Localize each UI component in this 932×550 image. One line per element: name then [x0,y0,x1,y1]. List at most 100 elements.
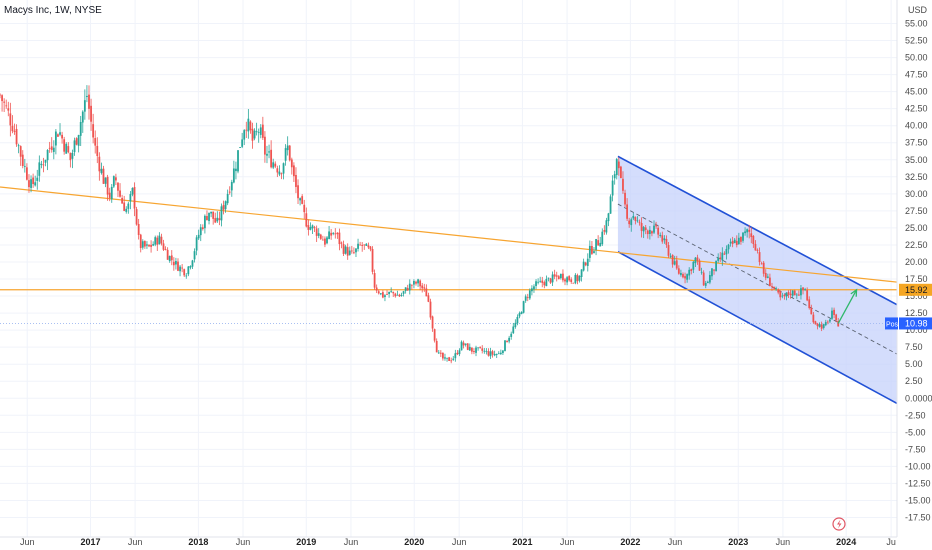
candle-body [330,232,333,236]
candle-body [392,291,395,294]
projection-arrow[interactable] [837,288,858,324]
candle-body [800,288,802,296]
candle-body [785,292,788,297]
candle-body [228,191,231,193]
candle-body [744,231,746,234]
candle-body [98,156,101,172]
candle-body [400,294,403,296]
candle-body [499,352,502,354]
y-tick-label: 25.00 [905,223,928,233]
candle-body [32,177,35,185]
candle-body [69,152,72,161]
candle-body [334,233,337,235]
candle-body [603,230,606,232]
candle-body [545,278,548,287]
candle-body [530,288,533,292]
y-tick-label: 32.50 [905,172,928,182]
candle-body [764,272,767,278]
candle-body [669,256,672,257]
y-tick-label: -15.00 [905,495,931,505]
candle-body [717,257,720,261]
candle-body [38,162,41,176]
candle-body [288,145,291,161]
candle-body [129,194,132,202]
candle-body [723,253,726,255]
last-price-prefix: Post [886,321,900,328]
candle-body [487,351,490,356]
candle-body [187,266,190,275]
candle-body [220,206,223,221]
candle-body [284,148,287,161]
candle-body [495,354,498,355]
candle-body [576,275,579,282]
candle-body [131,187,134,195]
candle-body [239,147,241,148]
candle-body [170,255,173,261]
candle-body [286,145,289,151]
candle-body [692,261,695,270]
candle-body [458,350,461,355]
candle-body [617,161,620,169]
candle-body [533,286,535,290]
candle-body [640,222,643,231]
x-tick-label: Jun [20,537,35,547]
candle-body [77,135,80,146]
candle-body [371,249,374,272]
candle-body [769,277,771,287]
candle-body [150,244,152,247]
candle-body [340,242,343,244]
candle-body [789,293,792,296]
candle-body [19,146,22,157]
candle-body [740,236,742,242]
time-axis[interactable]: Jun 2017 Jun 2018 Jun 2019 Jun 2020 Jun 2021 Jun 20… [20,537,896,547]
candle-body [671,254,674,265]
x-tick-label: Jun [668,537,683,547]
candle-body [793,290,796,296]
candle-body [539,280,542,282]
candle-body [433,329,436,341]
candle-body [762,262,765,274]
candle-body [7,108,10,111]
candle-body [71,152,74,159]
candle-body [266,153,268,156]
candle-body [94,138,97,146]
candle-body [580,269,583,278]
candle-body [61,134,63,139]
candle-body [775,288,778,290]
candle-body [181,267,184,269]
candle-body [613,174,616,179]
candle-body [303,204,306,213]
candle-body [737,237,740,244]
candle-body [305,213,308,227]
candle-body [439,352,442,354]
candle-body [814,321,817,325]
candle-body [657,227,660,235]
candle-body [547,277,550,279]
channel-upper-line[interactable] [617,155,901,307]
candle-body [806,290,809,301]
candle-body [541,280,544,283]
candle-body [435,340,438,353]
candle-body [526,297,529,298]
candle-body [564,279,566,282]
candle-body [410,284,413,286]
candle-body [353,252,355,254]
channel-lower-line[interactable] [617,251,901,406]
channel-mid-line[interactable] [617,203,901,357]
candle-body [729,241,732,244]
candle-body [369,246,372,250]
lightning-icon[interactable] [832,517,846,531]
candle-body [373,273,376,288]
candle-body [421,285,424,289]
candle-body [15,128,18,145]
candle-body [680,273,682,275]
candle-body [404,287,407,291]
y-tick-label: -5.00 [905,427,926,437]
candle-body [690,269,693,272]
trend-line[interactable] [0,186,901,284]
price-axis[interactable]: 55.00 52.50 50.00 47.50 45.00 42.50 40.00 37.50… [905,19,932,523]
candle-body [766,276,769,278]
candle-body [106,176,109,195]
candle-body [715,260,717,272]
